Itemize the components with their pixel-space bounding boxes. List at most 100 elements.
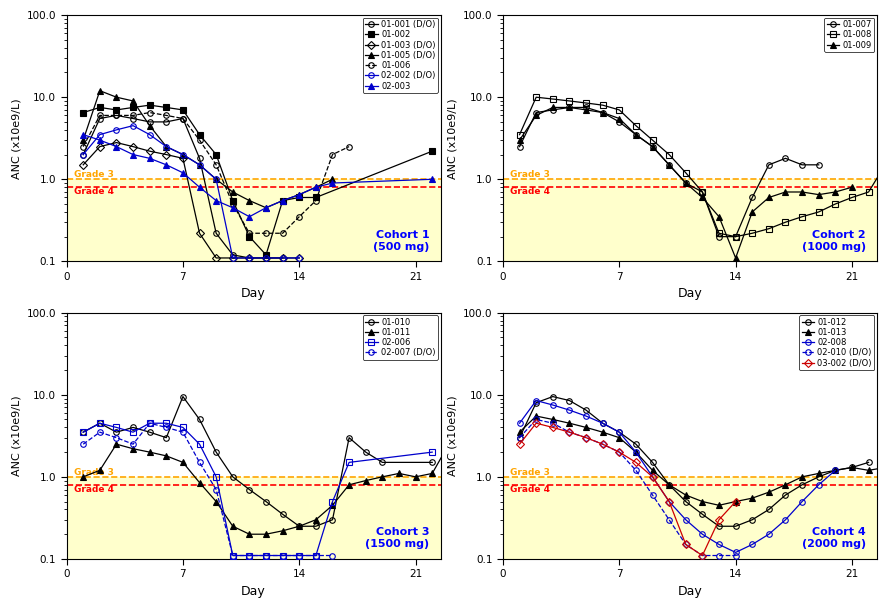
- 03-002 (D/O): [664, 498, 675, 505]
- 01-009: [614, 115, 624, 122]
- 01-002: [194, 131, 205, 138]
- 03-002 (D/O): [630, 459, 641, 466]
- 01-007: [714, 233, 725, 241]
- 02-003: [227, 204, 238, 211]
- 02-008: [514, 420, 525, 427]
- 01-012: [730, 523, 741, 530]
- 01-006: [111, 111, 122, 119]
- 01-011: [111, 440, 122, 448]
- Text: Grade 3: Grade 3: [511, 171, 551, 179]
- 01-012: [781, 491, 791, 499]
- 02-008: [830, 466, 841, 474]
- 01-011: [277, 527, 288, 535]
- 01-012: [680, 498, 691, 505]
- 01-008: [781, 219, 791, 226]
- 03-002 (D/O): [697, 552, 708, 559]
- 02-002 (D/O): [161, 143, 171, 150]
- 02-002 (D/O): [277, 255, 288, 262]
- 02-008: [730, 549, 741, 556]
- 01-009: [830, 188, 841, 195]
- 01-006: [261, 230, 272, 237]
- 01-006: [145, 109, 155, 116]
- 01-007: [747, 194, 757, 201]
- 01-001 (D/O): [178, 115, 188, 122]
- Text: Grade 4: Grade 4: [511, 187, 551, 196]
- 01-013: [781, 481, 791, 488]
- 02-002 (D/O): [294, 255, 305, 262]
- 01-006: [210, 161, 221, 169]
- 01-007: [764, 161, 774, 169]
- 01-011: [194, 479, 205, 486]
- 01-009: [647, 143, 658, 150]
- 02-008: [813, 481, 824, 488]
- X-axis label: Day: Day: [242, 585, 266, 598]
- 01-009: [564, 104, 575, 111]
- 01-005 (D/O): [128, 97, 139, 105]
- 01-005 (D/O): [210, 175, 221, 183]
- 01-011: [145, 448, 155, 456]
- 01-010: [344, 434, 354, 442]
- 02-006: [111, 424, 122, 431]
- 02-008: [664, 498, 675, 505]
- 02-010 (D/O): [730, 552, 741, 559]
- Text: Cohort 3
(1500 mg): Cohort 3 (1500 mg): [365, 527, 429, 549]
- 03-002 (D/O): [647, 473, 658, 481]
- 01-002: [210, 151, 221, 158]
- 01-011: [327, 502, 337, 509]
- Line: 01-008: 01-008: [517, 94, 888, 239]
- Line: 02-002 (D/O): 02-002 (D/O): [81, 123, 302, 261]
- 02-003: [145, 155, 155, 162]
- 01-002: [178, 106, 188, 113]
- 02-003: [194, 183, 205, 191]
- 02-003: [161, 161, 171, 169]
- 01-013: [797, 473, 807, 481]
- 01-008: [880, 161, 888, 169]
- 02-010 (D/O): [664, 516, 675, 523]
- 02-006: [327, 498, 337, 505]
- Line: 01-001 (D/O): 01-001 (D/O): [81, 113, 285, 261]
- 01-002: [128, 104, 139, 111]
- 01-011: [443, 440, 454, 448]
- 02-006: [210, 473, 221, 481]
- 02-006: [277, 552, 288, 559]
- 01-003 (D/O): [277, 255, 288, 262]
- Line: 01-009: 01-009: [517, 105, 855, 261]
- 01-010: [227, 473, 238, 481]
- Line: 01-005 (D/O): 01-005 (D/O): [81, 88, 336, 211]
- 01-009: [781, 188, 791, 195]
- 02-002 (D/O): [111, 126, 122, 133]
- 02-008: [598, 420, 608, 427]
- Bar: [503, 477, 876, 559]
- 01-012: [664, 481, 675, 488]
- 02-007 (D/O): [145, 420, 155, 427]
- 01-008: [846, 194, 857, 201]
- 02-007 (D/O): [161, 424, 171, 431]
- 01-012: [714, 523, 725, 530]
- 01-003 (D/O): [210, 255, 221, 262]
- 01-007: [797, 161, 807, 169]
- 01-001 (D/O): [161, 118, 171, 125]
- 02-010 (D/O): [680, 541, 691, 548]
- 01-010: [311, 523, 321, 530]
- 02-006: [294, 552, 305, 559]
- 01-003 (D/O): [261, 255, 272, 262]
- 01-002: [244, 233, 255, 241]
- 01-013: [581, 424, 591, 431]
- 01-010: [261, 498, 272, 505]
- 01-003 (D/O): [194, 230, 205, 237]
- 01-002: [227, 197, 238, 204]
- 01-013: [564, 420, 575, 427]
- 01-001 (D/O): [194, 155, 205, 162]
- 03-002 (D/O): [730, 498, 741, 505]
- 01-005 (D/O): [327, 175, 337, 183]
- Line: 02-006: 02-006: [81, 420, 435, 558]
- 02-006: [94, 420, 105, 427]
- 02-006: [161, 420, 171, 427]
- 01-010: [361, 448, 371, 456]
- 02-008: [548, 401, 559, 409]
- 01-003 (D/O): [227, 255, 238, 262]
- 01-008: [564, 97, 575, 105]
- 01-009: [664, 161, 675, 169]
- 02-008: [531, 397, 542, 404]
- 01-010: [78, 429, 89, 436]
